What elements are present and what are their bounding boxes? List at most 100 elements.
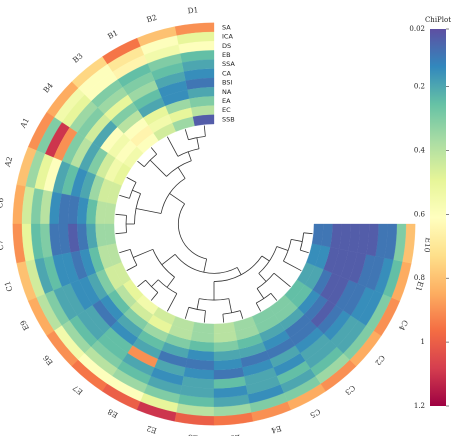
- dendrogram-branch: [184, 307, 190, 319]
- heatmap-cell: [172, 116, 195, 132]
- dendrogram-branch: [150, 147, 158, 155]
- dendrogram-branch: [169, 193, 185, 205]
- sample-label: C3: [343, 383, 357, 397]
- heatmap-cell: [136, 132, 159, 154]
- dendrogram-branch: [166, 136, 179, 157]
- dendrogram-branch: [137, 279, 146, 288]
- dendrogram-branch: [161, 254, 176, 266]
- dendrogram-arc: [174, 254, 238, 274]
- heatmap-cell: [106, 243, 122, 266]
- dendrogram-branch: [222, 314, 225, 323]
- dendrogram-branch: [196, 298, 200, 310]
- dendrogram-branch: [133, 248, 154, 258]
- dendrogram-branch: [196, 137, 200, 149]
- dendrogram-arc: [178, 203, 207, 260]
- heatmap-cell: [122, 146, 144, 169]
- heatmap-cell: [252, 306, 275, 326]
- dendrogram-branch: [270, 292, 278, 301]
- heatmap-cell: [306, 243, 322, 266]
- track-label: CA: [222, 69, 232, 77]
- dendrogram-arc: [256, 272, 275, 289]
- dendrogram-arc: [160, 178, 186, 214]
- dendrogram-branch: [119, 249, 131, 254]
- track-label: SA: [222, 23, 231, 31]
- heatmap-cell: [104, 202, 117, 225]
- dendrogram-branch: [135, 208, 162, 214]
- sample-label: B4: [41, 81, 55, 95]
- sample-label: B3: [71, 51, 85, 65]
- dendrogram-arc: [299, 232, 305, 251]
- track-label: EA: [222, 97, 231, 105]
- sample-label: E10: [422, 237, 432, 253]
- dendrogram-branch: [166, 276, 175, 288]
- heatmap-cell: [284, 279, 306, 302]
- dendrogram-arc: [145, 279, 159, 293]
- colorbar-gradient: [430, 29, 446, 406]
- dendrogram-branch: [291, 238, 303, 242]
- track-label: ICA: [222, 33, 233, 41]
- sample-label: E7: [71, 383, 85, 397]
- dendrogram-branch: [228, 298, 233, 313]
- dendrogram-branch: [187, 151, 192, 161]
- heatmap-cell: [269, 294, 292, 316]
- heatmap-cell: [106, 182, 122, 205]
- sample-label: C6: [0, 197, 5, 209]
- dendrogram-arc: [222, 310, 241, 315]
- sample-label: D1: [187, 5, 199, 15]
- colorbar-tick-label: 0.8: [414, 274, 425, 282]
- heatmap-cell: [296, 262, 316, 285]
- dendrogram-arc: [256, 292, 272, 304]
- dendrogram-arc: [283, 239, 292, 262]
- sample-label: C2: [373, 353, 387, 367]
- dendrogram-branch: [150, 292, 159, 301]
- dendrogram-branch: [283, 260, 302, 272]
- dendrogram-branch: [239, 310, 244, 319]
- sample-label: E1: [414, 280, 426, 292]
- dendrogram-branch: [137, 160, 145, 168]
- dendrogram-branch: [303, 232, 313, 235]
- track-label: EC: [222, 106, 231, 114]
- colorbar-tick-label: 0.2: [414, 83, 425, 91]
- colorbar-tick-label: 1.2: [414, 402, 425, 410]
- dendrogram-branch: [300, 249, 309, 254]
- colorbar-tick-label: 0.6: [414, 210, 426, 218]
- heatmap-cell: [122, 279, 144, 302]
- dendrogram-branch: [115, 232, 127, 235]
- dendrogram-branch: [203, 258, 208, 273]
- colorbar-tick-label: 0.4: [414, 146, 426, 154]
- sample-label: C5: [308, 407, 322, 420]
- track-label: NA: [222, 88, 232, 96]
- dendrogram-arc: [129, 182, 137, 199]
- dendrogram-branch: [276, 246, 289, 251]
- dendrogram-branch: [258, 273, 267, 282]
- track-label: SSA: [222, 60, 235, 68]
- dendrogram-branch: [177, 166, 186, 179]
- colorbar-ticks: 0.02 0.2 0.4 0.6 0.8 1 1.2: [409, 25, 449, 410]
- dendrogram-branch: [256, 288, 265, 299]
- sample-label: E2: [145, 424, 158, 436]
- dendrogram-branch: [115, 213, 127, 216]
- dendrogram-branch: [126, 176, 137, 183]
- dendrogram-branch: [236, 267, 242, 275]
- sample-label: C1: [3, 280, 15, 293]
- heatmap-cell: [153, 122, 176, 142]
- dendrogram-branch: [166, 293, 178, 312]
- colorbar-tick-label: 0.02: [409, 25, 425, 33]
- heatmap-cell: [136, 294, 159, 316]
- sample-label: E8: [106, 407, 119, 420]
- dendrogram-branch: [203, 125, 206, 137]
- sample-label: B1: [106, 28, 119, 41]
- heatmap-cell: [172, 316, 195, 332]
- sample-label: C4: [397, 318, 410, 332]
- dendrogram-branch: [255, 302, 262, 312]
- track-label: BSI: [222, 79, 232, 87]
- sample-label: E3: [187, 433, 198, 436]
- sample-label: E9: [18, 318, 31, 331]
- sample-label: E4: [270, 424, 283, 436]
- sample-label: A2: [2, 155, 14, 169]
- dendrogram-branch: [151, 279, 159, 287]
- dendrogram-branch: [273, 272, 291, 288]
- dendrogram-branch: [119, 194, 130, 199]
